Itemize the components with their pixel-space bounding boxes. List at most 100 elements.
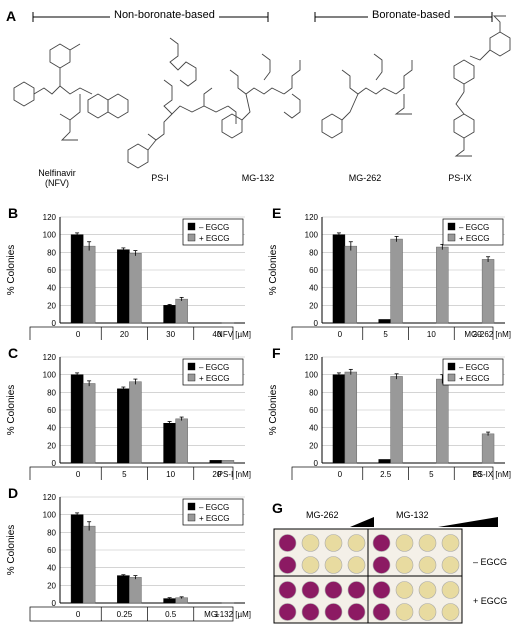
y-tick-label: 20: [47, 581, 56, 590]
plate-well: [301, 534, 320, 552]
y-tick-label: 20: [47, 301, 56, 310]
mg-262-structure: [321, 53, 413, 139]
legend-label-minus-egcg: – EGCG: [199, 503, 229, 512]
bar-d-plus-egcg: [82, 525, 96, 604]
plate-well: [395, 556, 414, 574]
bar-c-plus-egcg: [175, 418, 188, 464]
y-tick-label: 60: [47, 266, 56, 275]
y-tick-label: 20: [309, 441, 318, 450]
plate-well: [301, 581, 320, 599]
x-category-box: [291, 326, 494, 340]
bar-b-plus-egcg: [175, 298, 188, 324]
x-tick-label: 1: [215, 610, 220, 619]
y-tick-label: 120: [305, 353, 319, 362]
y-tick-label: 20: [47, 441, 56, 450]
bar-c-minus-egcg: [163, 423, 176, 464]
plate-well: [324, 581, 343, 599]
x-tick-label: 30: [166, 330, 175, 339]
panel-label-a: A: [6, 8, 17, 24]
plate-row-label-minus: – EGCG: [473, 557, 508, 567]
y-tick-label: 80: [47, 388, 56, 397]
plate-label-mg-262: MG-262: [306, 510, 339, 520]
ps-i-structure: [127, 37, 237, 169]
legend-label-minus-egcg: – EGCG: [459, 363, 489, 372]
y-tick-label: 0: [314, 319, 319, 328]
plate-well: [418, 603, 437, 621]
panel-label-d: D: [8, 485, 19, 501]
y-tick-label: 100: [43, 371, 57, 380]
chart-d: % Colonies 0 20 40 60 80 100 120 0 0.25 0.5 1MG-132…: [6, 493, 251, 622]
y-axis-label: % Colonies: [6, 385, 17, 436]
legend-label-plus-egcg: + EGCG: [199, 374, 229, 383]
plate-well: [324, 556, 343, 574]
bar-c-minus-egcg: [209, 460, 223, 464]
panel-label-b: B: [8, 205, 19, 221]
legend-swatch-plus-egcg: [447, 233, 456, 242]
bar-c-minus-egcg: [70, 374, 84, 464]
bar-e-minus-egcg: [378, 319, 391, 324]
plate-well: [347, 603, 366, 621]
y-tick-label: 0: [314, 459, 319, 468]
plate-well: [324, 534, 343, 552]
bar-b-plus-egcg: [129, 252, 142, 324]
legend-swatch-minus-egcg: [447, 222, 456, 231]
mg-132-gradient-wedge: [438, 517, 498, 527]
x-category-box: [29, 466, 234, 480]
bar-f-plus-egcg: [344, 371, 358, 464]
bar-c-minus-egcg: [117, 388, 130, 464]
y-tick-label: 60: [47, 546, 56, 555]
bar-b-plus-egcg: [82, 245, 96, 324]
x-tick-label: 10: [427, 330, 436, 339]
y-tick-label: 40: [309, 284, 318, 293]
panel-label-e: E: [272, 205, 282, 221]
legend-swatch-plus-egcg: [187, 373, 196, 382]
bar-f-minus-egcg: [332, 374, 346, 464]
y-tick-label: 120: [305, 213, 319, 222]
molecule-name-nelfinavir: Nelfinavir (NFV): [38, 168, 76, 188]
bar-d-minus-egcg: [70, 514, 84, 604]
legend-label-plus-egcg: + EGCG: [459, 234, 489, 243]
y-tick-label: 40: [47, 424, 56, 433]
bar-f-plus-egcg: [436, 378, 449, 464]
y-tick-label: 100: [305, 231, 319, 240]
y-axis-label: % Colonies: [268, 385, 279, 436]
plate-well: [418, 534, 437, 552]
plate-well: [278, 603, 297, 621]
x-tick-label: 0: [76, 610, 81, 619]
mg-132-structure: [221, 53, 301, 139]
bar-c-plus-egcg: [221, 460, 235, 464]
legend-label-minus-egcg: – EGCG: [459, 223, 489, 232]
y-tick-label: 80: [309, 388, 318, 397]
y-tick-label: 80: [309, 248, 318, 257]
plate-well: [372, 581, 391, 599]
x-tick-label: 10: [166, 470, 175, 479]
mg-262-gradient-wedge: [350, 517, 374, 527]
y-tick-label: 100: [43, 511, 57, 520]
x-tick-label: 5: [122, 470, 127, 479]
plate-well: [301, 556, 320, 574]
y-tick-label: 80: [47, 248, 56, 257]
plate-well: [395, 603, 414, 621]
y-tick-label: 0: [52, 459, 57, 468]
plate-well: [301, 603, 320, 621]
y-axis-label: % Colonies: [6, 245, 17, 296]
legend-swatch-minus-egcg: [187, 362, 196, 371]
x-axis-label: PS-IX [nM]: [472, 470, 511, 479]
legend-swatch-minus-egcg: [447, 362, 456, 371]
bar-e-plus-egcg: [481, 259, 495, 324]
legend-label-minus-egcg: – EGCG: [199, 223, 229, 232]
bar-e-plus-egcg: [344, 245, 358, 324]
plate-well: [395, 534, 414, 552]
bar-e-minus-egcg: [332, 234, 346, 324]
x-tick-label: 2.5: [380, 470, 392, 479]
bar-b-minus-egcg: [70, 234, 84, 324]
x-category-box: [29, 326, 234, 340]
x-tick-label: 5: [383, 330, 388, 339]
x-tick-label: 20: [473, 330, 482, 339]
legend-swatch-minus-egcg: [187, 502, 196, 511]
bar-c-plus-egcg: [129, 381, 142, 464]
legend-swatch-minus-egcg: [187, 222, 196, 231]
plate-well: [278, 556, 297, 574]
x-tick-label: 20: [212, 470, 221, 479]
